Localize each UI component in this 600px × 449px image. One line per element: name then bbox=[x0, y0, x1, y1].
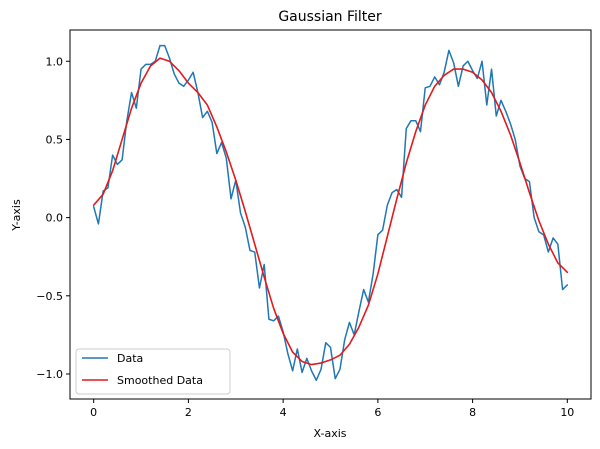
y-tick-label: −1.0 bbox=[36, 368, 63, 381]
legend: Data Smoothed Data bbox=[75, 348, 231, 395]
y-tick-label: 0.0 bbox=[46, 212, 64, 225]
y-tick-label: 1.0 bbox=[46, 55, 64, 68]
y-tick-label: −0.5 bbox=[36, 290, 63, 303]
x-axis-label: X-axis bbox=[314, 427, 347, 440]
legend-box bbox=[75, 348, 231, 395]
legend-label-smoothed-data: Smoothed Data bbox=[117, 374, 203, 387]
x-tick-label: 2 bbox=[185, 406, 192, 419]
x-tick-label: 4 bbox=[280, 406, 287, 419]
plot-frame bbox=[69, 29, 592, 400]
series-line-data bbox=[92, 44, 569, 381]
chart-title: Gaussian Filter bbox=[278, 9, 382, 25]
x-tick-label: 0 bbox=[90, 406, 97, 419]
y-axis-label: Y-axis bbox=[10, 199, 23, 232]
legend-label-data: Data bbox=[117, 352, 143, 365]
x-tick-label: 6 bbox=[374, 406, 381, 419]
x-tick-label: 8 bbox=[469, 406, 476, 419]
y-tick-label: 0.5 bbox=[46, 133, 64, 146]
series-layer bbox=[92, 44, 569, 381]
x-tick-label: 10 bbox=[560, 406, 574, 419]
tick-layer: 0 2 4 6 8 10 −1.0 −0.5 0.0 0.5 1.0 bbox=[36, 55, 574, 419]
series-line-smoothed-data bbox=[92, 57, 569, 366]
